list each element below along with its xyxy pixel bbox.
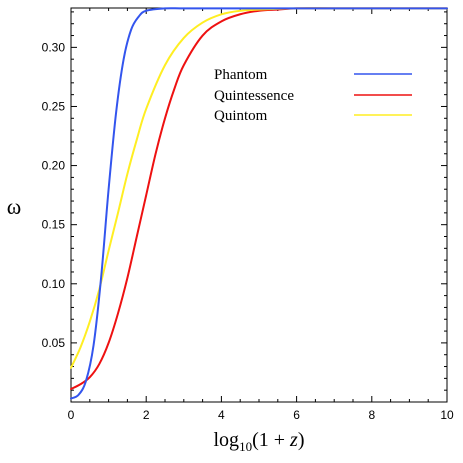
series-group: [70, 7, 448, 400]
series-line-phantom: [70, 7, 448, 400]
y-tick-label: 0.10: [42, 277, 66, 291]
x-label-close-paren: ): [298, 429, 305, 451]
x-label-variable: z: [289, 429, 298, 451]
legend-label-phantom: Phantom: [214, 67, 268, 83]
series-line-quintessence: [70, 7, 448, 390]
x-label-subscript: 10: [239, 439, 252, 454]
x-tick-label: 6: [293, 408, 300, 422]
series-line-quintom: [70, 7, 448, 369]
x-tick-label: 0: [68, 408, 75, 422]
x-label-paren: (1 +: [252, 429, 290, 451]
y-tick-label: 0.30: [42, 40, 66, 54]
y-axis-label: ω: [7, 194, 21, 219]
x-tick-label: 2: [143, 408, 150, 422]
x-tick-label: 8: [368, 408, 375, 422]
y-tick-label: 0.25: [42, 99, 66, 113]
y-tick-label: 0.15: [42, 218, 66, 232]
x-tick-label: 4: [218, 408, 225, 422]
x-axis-label: log10(1 + z): [214, 429, 305, 454]
y-tick-label: 0.05: [42, 336, 66, 350]
y-tick-label: 0.20: [42, 159, 66, 173]
legend: Phantom Quintessence Quintom: [214, 67, 412, 124]
x-tick-label: 10: [440, 408, 454, 422]
x-label-log: log: [214, 429, 240, 451]
legend-label-quintessence: Quintessence: [214, 88, 294, 104]
legend-label-quintom: Quintom: [214, 108, 268, 124]
